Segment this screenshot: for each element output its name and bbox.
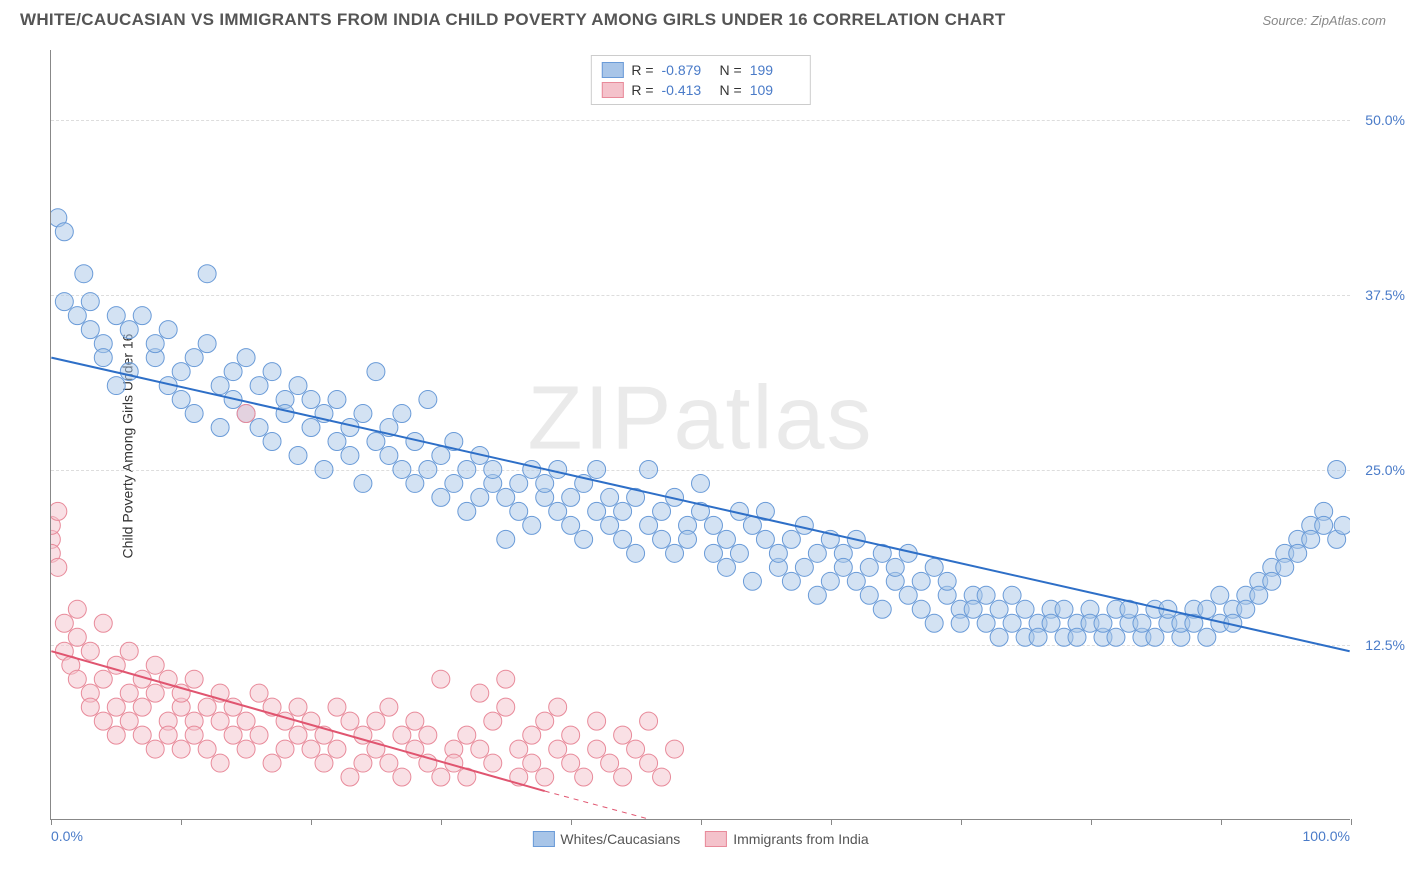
- swatch-icon: [601, 62, 623, 78]
- plot-area: ZIPatlas R = -0.879 N = 199 R = -0.413 N…: [50, 50, 1350, 820]
- legend-r-label: R =: [631, 82, 653, 98]
- x-tick: [311, 819, 312, 825]
- legend-label: Whites/Caucasians: [560, 831, 680, 847]
- x-tick: [571, 819, 572, 825]
- x-tick: [961, 819, 962, 825]
- x-tick: [181, 819, 182, 825]
- chart-title: WHITE/CAUCASIAN VS IMMIGRANTS FROM INDIA…: [20, 10, 1006, 30]
- source-label: Source: ZipAtlas.com: [1262, 13, 1386, 28]
- legend-r-value: -0.879: [662, 62, 712, 78]
- x-tick: [1221, 819, 1222, 825]
- legend-row: R = -0.879 N = 199: [601, 60, 799, 80]
- legend-r-label: R =: [631, 62, 653, 78]
- legend-item: Immigrants from India: [705, 831, 868, 847]
- swatch-icon: [705, 831, 727, 847]
- y-tick-label: 37.5%: [1365, 287, 1405, 303]
- x-tick: [831, 819, 832, 825]
- swatch-icon: [532, 831, 554, 847]
- x-tick: [701, 819, 702, 825]
- correlation-legend: R = -0.879 N = 199 R = -0.413 N = 109: [590, 55, 810, 105]
- legend-item: Whites/Caucasians: [532, 831, 680, 847]
- y-tick-label: 25.0%: [1365, 462, 1405, 478]
- x-tick: [51, 819, 52, 825]
- x-axis-min-label: 0.0%: [51, 828, 83, 844]
- scatter-points: [51, 50, 1350, 819]
- legend-n-value: 109: [750, 82, 800, 98]
- series-legend: Whites/Caucasians Immigrants from India: [532, 831, 868, 847]
- legend-n-label: N =: [720, 62, 742, 78]
- legend-label: Immigrants from India: [733, 831, 868, 847]
- legend-row: R = -0.413 N = 109: [601, 80, 799, 100]
- x-axis-max-label: 100.0%: [1303, 828, 1350, 844]
- legend-n-label: N =: [720, 82, 742, 98]
- y-tick-label: 12.5%: [1365, 637, 1405, 653]
- x-tick: [1351, 819, 1352, 825]
- legend-n-value: 199: [750, 62, 800, 78]
- y-tick-label: 50.0%: [1365, 112, 1405, 128]
- x-tick: [1091, 819, 1092, 825]
- x-tick: [441, 819, 442, 825]
- swatch-icon: [601, 82, 623, 98]
- legend-r-value: -0.413: [662, 82, 712, 98]
